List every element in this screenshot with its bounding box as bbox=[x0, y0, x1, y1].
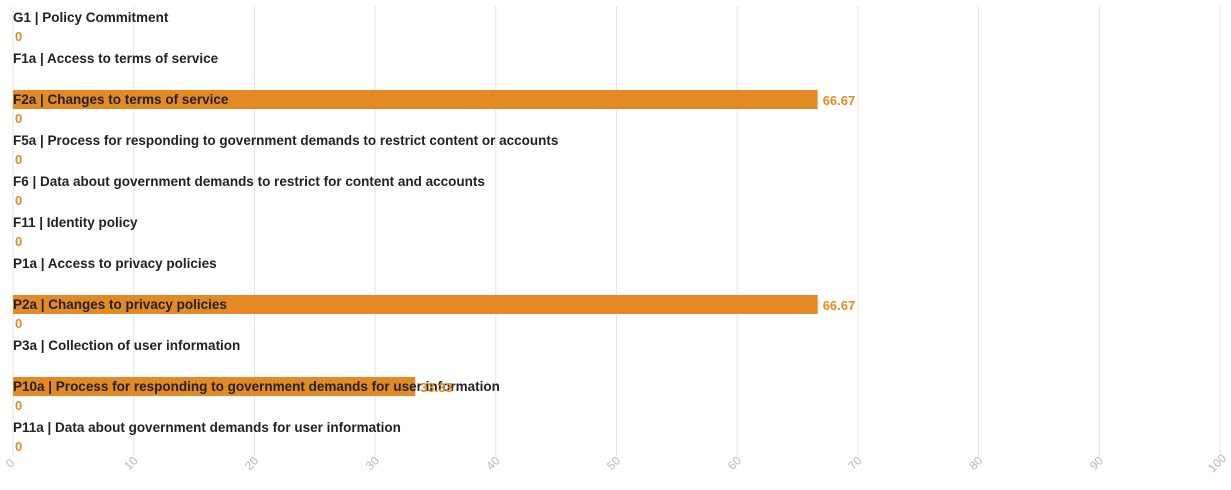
category-label: P2a | Changes to privacy policies bbox=[13, 297, 227, 312]
value-label: 0 bbox=[15, 111, 22, 126]
value-label: 66.67 bbox=[823, 93, 856, 108]
value-label: 0 bbox=[15, 29, 22, 44]
value-label: 0 bbox=[15, 316, 22, 331]
x-tick-label: 20 bbox=[242, 453, 262, 473]
x-tick-label: 100 bbox=[1205, 451, 1229, 475]
grid-lines bbox=[12, 6, 1221, 456]
value-label: 66.67 bbox=[823, 298, 856, 313]
x-tick-label: 10 bbox=[121, 453, 141, 473]
bar bbox=[13, 377, 416, 396]
bars bbox=[13, 90, 818, 396]
category-label: G1 | Policy Commitment bbox=[13, 10, 169, 25]
category-label: P11a | Data about government demands for… bbox=[13, 420, 401, 435]
category-label: F2a | Changes to terms of service bbox=[13, 92, 229, 107]
x-tick-label: 70 bbox=[845, 453, 865, 473]
category-label: F11 | Identity policy bbox=[13, 215, 138, 230]
category-label: F5a | Process for responding to governme… bbox=[13, 133, 558, 148]
value-labels: 0 66.67 0 0 0 0 66.67 0 33.33 0 0 bbox=[15, 29, 855, 454]
category-label: F1a | Access to terms of service bbox=[13, 51, 219, 66]
value-label: 33.33 bbox=[420, 380, 453, 395]
value-label: 0 bbox=[15, 398, 22, 413]
category-label: F6 | Data about government demands to re… bbox=[13, 174, 485, 189]
x-tick-label: 60 bbox=[725, 453, 745, 473]
category-label: P1a | Access to privacy policies bbox=[13, 256, 217, 271]
x-tick-label: 40 bbox=[483, 453, 503, 473]
value-label: 0 bbox=[15, 234, 22, 249]
category-label: P3a | Collection of user information bbox=[13, 338, 240, 353]
x-tick-label: 0 bbox=[3, 456, 18, 471]
x-tick-label: 30 bbox=[363, 453, 383, 473]
category-labels: G1 | Policy Commitment F1a | Access to te… bbox=[13, 10, 558, 435]
x-tick-label: 50 bbox=[604, 453, 624, 473]
bar bbox=[13, 90, 818, 109]
value-label: 0 bbox=[15, 193, 22, 208]
value-label: 0 bbox=[15, 152, 22, 167]
value-label: 0 bbox=[15, 439, 22, 454]
x-tick-label: 80 bbox=[966, 453, 986, 473]
bar bbox=[13, 295, 818, 314]
x-tick-label: 90 bbox=[1087, 453, 1107, 473]
category-label: P10a | Process for responding to governm… bbox=[13, 379, 500, 394]
